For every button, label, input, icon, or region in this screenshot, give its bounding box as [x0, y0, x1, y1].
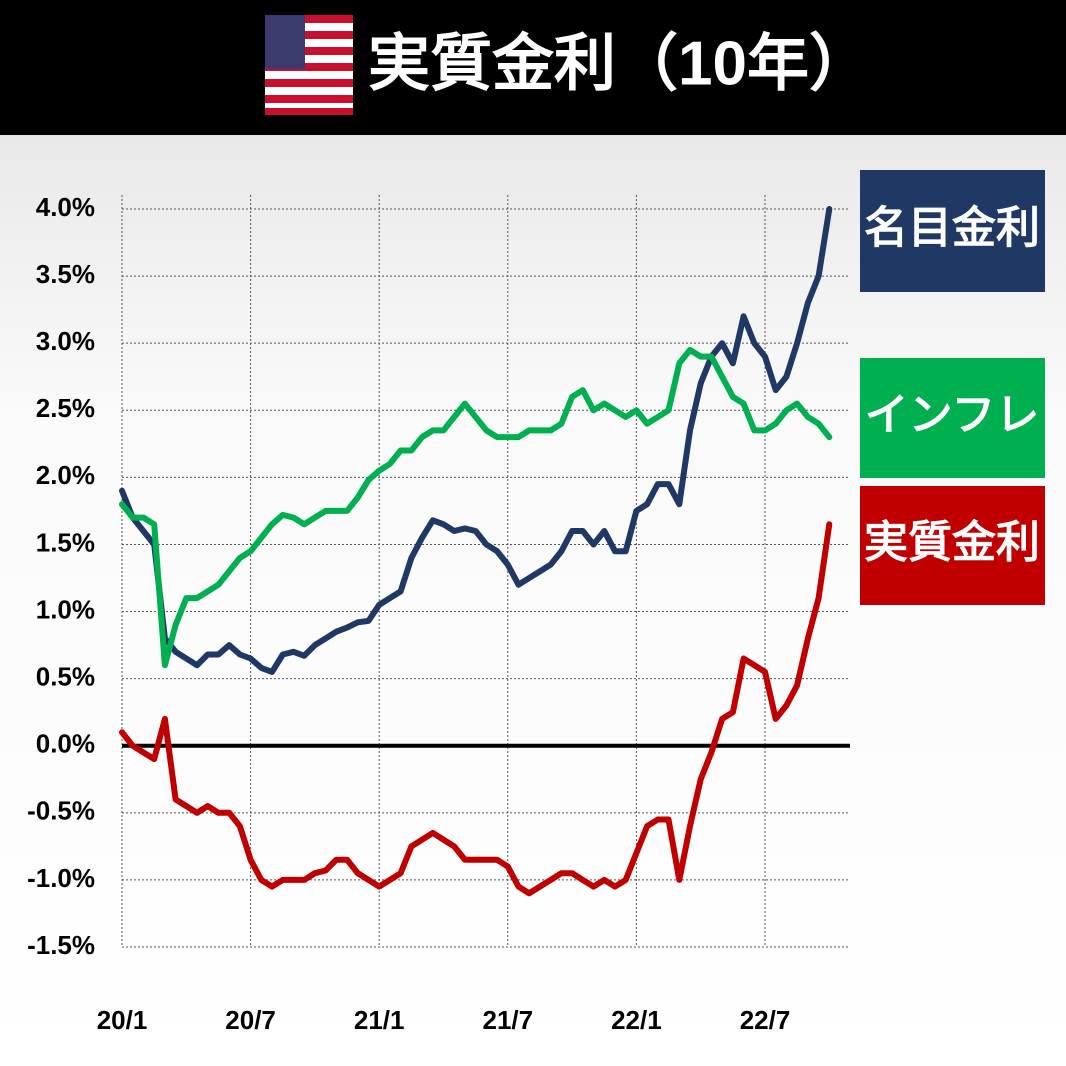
x-tick-label: 22/1: [611, 1005, 662, 1035]
legend-box: [860, 486, 1045, 605]
x-tick-label: 20/7: [225, 1005, 276, 1035]
x-tick-label: 22/7: [740, 1005, 791, 1035]
legend-box: [860, 358, 1045, 478]
y-tick-label: 2.5%: [36, 393, 95, 423]
y-tick-label: 4.0%: [36, 192, 95, 222]
x-tick-label: 20/1: [97, 1005, 148, 1035]
x-tick-label: 21/1: [354, 1005, 405, 1035]
legend-box: [860, 170, 1045, 292]
legend-label: 名目金利: [864, 204, 1040, 253]
y-tick-label: 1.0%: [36, 594, 95, 624]
legend-label: インフレ: [865, 391, 1040, 440]
y-tick-label: -0.5%: [27, 796, 95, 826]
y-tick-label: 1.5%: [36, 527, 95, 557]
legend-label: 実質金利: [864, 518, 1040, 567]
y-tick-label: 3.0%: [36, 326, 95, 356]
x-tick-label: 21/7: [482, 1005, 533, 1035]
series-line: [119, 346, 833, 669]
us-flag: [265, 15, 353, 115]
y-tick-label: 0.0%: [36, 729, 95, 759]
series-line: [119, 521, 833, 897]
y-tick-label: 2.0%: [36, 460, 95, 490]
y-tick-label: 3.5%: [36, 259, 95, 289]
y-tick-label: 0.5%: [36, 662, 95, 692]
y-tick-label: -1.0%: [27, 863, 95, 893]
y-tick-label: -1.5%: [27, 930, 95, 960]
title-bar: [0, 0, 1066, 135]
chart-title: 実質金利（10年）: [368, 28, 871, 98]
